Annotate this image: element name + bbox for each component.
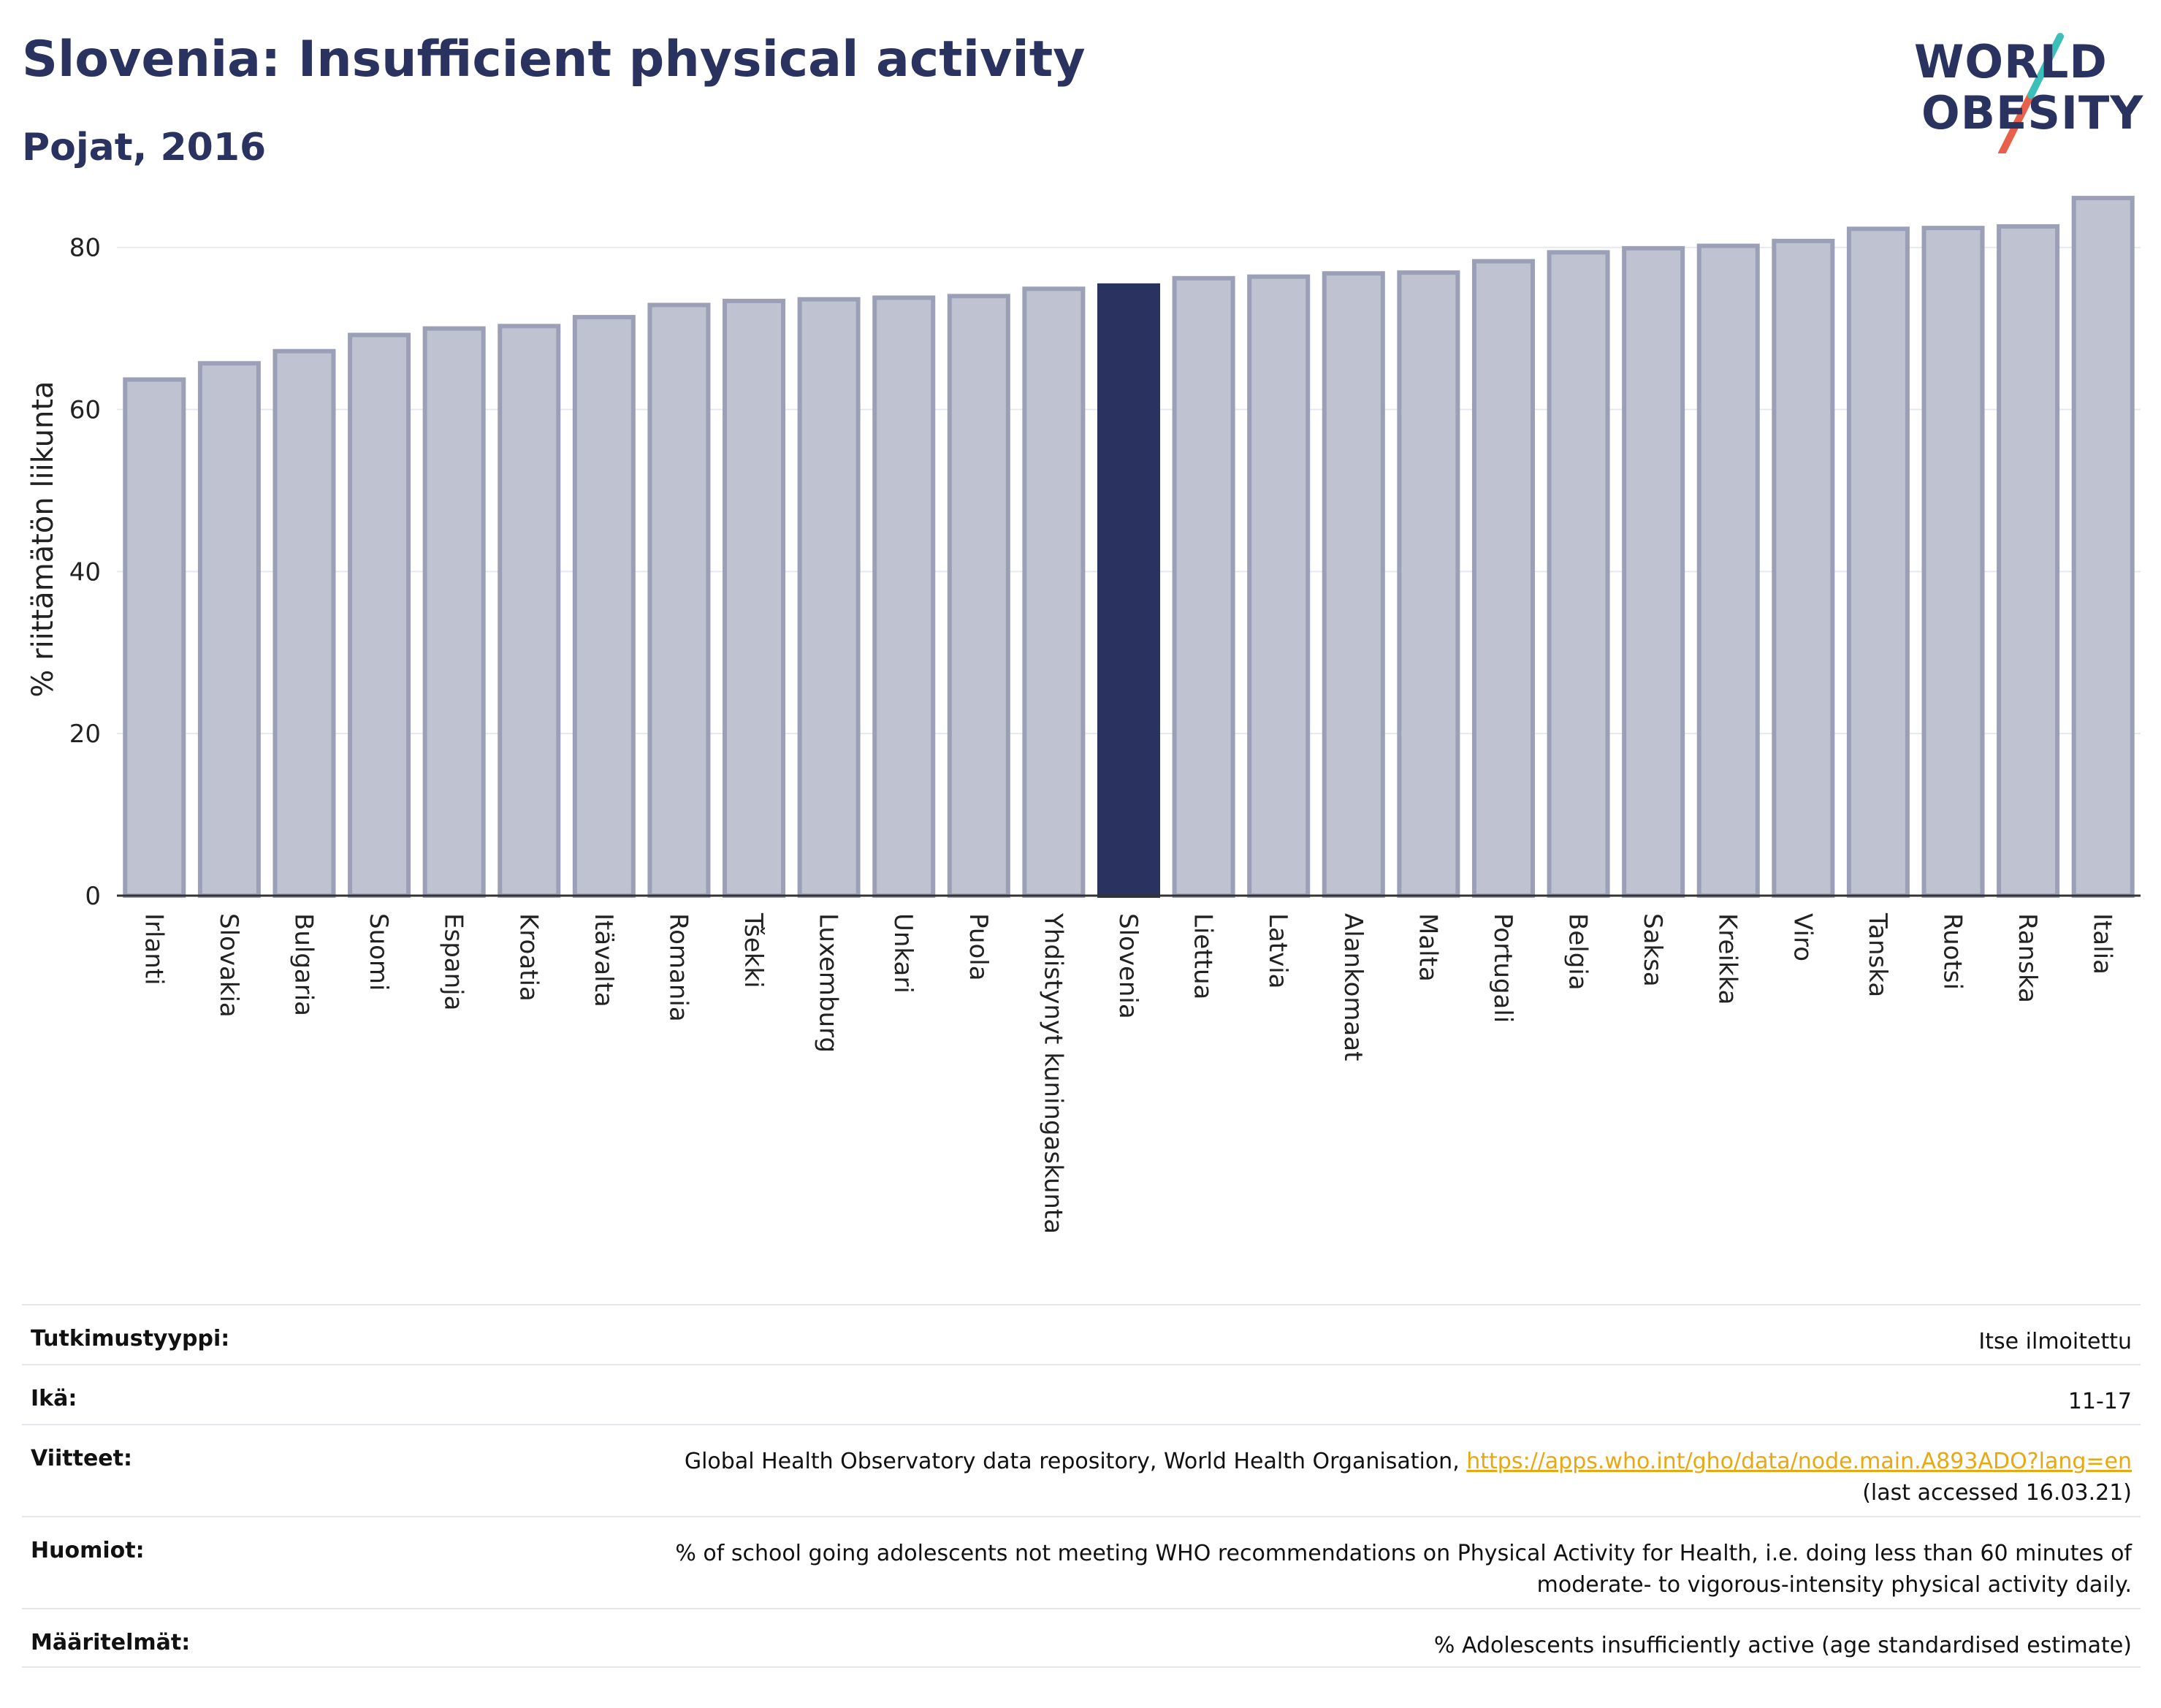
world-obesity-logo: WORLD OBESITY: [1899, 22, 2144, 153]
bar: [1022, 286, 1086, 899]
x-tick-label: Luxemburg: [814, 913, 843, 1053]
bar: [498, 324, 561, 899]
bar: [947, 294, 1010, 899]
bar: [1547, 250, 1610, 898]
bar: [197, 361, 261, 898]
info-label: Määritelmät:: [31, 1630, 191, 1655]
bar: [272, 348, 336, 898]
reference-accessed: (last accessed 16.03.21): [1862, 1480, 2132, 1506]
bar: [872, 295, 936, 898]
bar: [1471, 259, 1535, 898]
x-tick-label: Ruotsi: [1938, 913, 1967, 990]
bar: [797, 297, 861, 898]
y-tick-label: 20: [69, 720, 101, 749]
bar: [647, 302, 711, 899]
bar: [2071, 196, 2135, 898]
x-tick-label: Kroatia: [514, 913, 543, 1002]
info-value: Itse ilmoitettu: [1978, 1329, 2132, 1354]
bar: [1622, 245, 1685, 898]
x-tick-label: Bulgaria: [289, 913, 318, 1016]
info-row-definitions: Määritelmät: % Adolescents insufficientl…: [22, 1608, 2141, 1668]
reference-link[interactable]: https://apps.who.int/gho/data/node.main.…: [1466, 1449, 2132, 1474]
info-row-references: Viitteet: Global Health Observatory data…: [22, 1424, 2141, 1516]
info-label: Tutkimustyyppi:: [31, 1326, 230, 1351]
reference-text: Global Health Observatory data repositor…: [684, 1449, 1467, 1474]
info-label: Ikä:: [31, 1386, 77, 1411]
x-tick-label: Suomi: [364, 913, 393, 991]
bar: [1772, 238, 1835, 898]
bar: [723, 298, 786, 899]
y-tick-label: 40: [69, 557, 101, 587]
x-tick-label: Slovenia: [1113, 913, 1143, 1019]
x-tick-label: Tanska: [1863, 912, 1892, 997]
bar-highlighted: [1097, 283, 1161, 898]
x-tick-label: Kreikka: [1713, 913, 1742, 1005]
y-axis-ticks: 0 20 40 60 80: [69, 234, 101, 911]
x-tick-label: Espanja: [439, 913, 468, 1010]
bars: [123, 196, 2135, 899]
bar: [1696, 243, 1760, 898]
info-label: Huomiot:: [31, 1538, 145, 1563]
bar-chart: 0 20 40 60 80 Irlanti Slovakia Bulgaria Suomi Es…: [26, 196, 2141, 1234]
x-tick-label: Saksa: [1638, 913, 1667, 987]
x-tick-label: Liettua: [1189, 913, 1218, 999]
x-tick-label: Yhdistynyt kuningaskunta: [1038, 912, 1067, 1234]
bar: [123, 377, 186, 898]
x-tick-label: Slovakia: [214, 913, 243, 1018]
bar: [1846, 226, 1910, 898]
info-row-notes: Huomiot: % of school going adolescents n…: [22, 1516, 2141, 1608]
chart-title: Slovenia: Insufficient physical activity: [22, 31, 1086, 88]
info-value: Global Health Observatory data repositor…: [685, 1446, 2132, 1509]
x-tick-label: Malta: [1413, 913, 1442, 982]
bar: [1172, 275, 1235, 898]
info-row-age: Ikä: 11-17: [22, 1364, 2141, 1424]
x-tick-label: Belgia: [1563, 913, 1593, 991]
info-table: Tutkimustyyppi: Itse ilmoitettu Ikä: 11-…: [22, 1304, 2141, 1668]
logo-text-world: WORLD: [1914, 35, 2108, 88]
info-row-study-type: Tutkimustyyppi: Itse ilmoitettu: [22, 1304, 2141, 1364]
x-tick-label: Portugali: [1488, 913, 1517, 1023]
bar: [1397, 270, 1460, 899]
y-tick-label: 80: [69, 234, 101, 263]
bar: [348, 332, 411, 898]
y-axis-label: % riittämätön liikunta: [26, 381, 60, 697]
bar: [1322, 271, 1385, 898]
x-tick-label: Ranska: [2013, 913, 2042, 1003]
x-tick-label: Unkari: [888, 913, 918, 994]
info-value: % Adolescents insufficiently active (age…: [1433, 1633, 2132, 1658]
info-value: % of school going adolescents not meetin…: [675, 1541, 2132, 1598]
logo-text-obesity: OBESITY: [1921, 86, 2144, 140]
x-tick-label: Italia: [2088, 913, 2117, 975]
x-tick-label: Latvia: [1263, 913, 1292, 989]
x-tick-label: Alankomaat: [1338, 913, 1368, 1061]
info-value: 11-17: [2067, 1389, 2132, 1414]
bar: [572, 315, 636, 899]
bar: [1997, 224, 2060, 898]
x-tick-label: Puola: [964, 913, 993, 981]
x-tick-label: Romania: [663, 913, 693, 1022]
x-tick-label: Tšekki: [739, 912, 768, 988]
info-label: Viitteet:: [31, 1446, 132, 1471]
x-tick-label: Irlanti: [139, 913, 168, 985]
x-tick-label: Viro: [1788, 913, 1817, 961]
chart-subtitle: Pojat, 2016: [22, 126, 267, 169]
bar: [1247, 274, 1311, 898]
bar: [1921, 226, 1985, 899]
y-tick-label: 0: [85, 882, 101, 911]
logo-slash-icon: [1998, 33, 2064, 153]
y-tick-label: 60: [69, 396, 101, 425]
x-tick-label: Itävalta: [589, 913, 618, 1007]
bar: [422, 326, 486, 899]
x-axis-ticks: Irlanti Slovakia Bulgaria Suomi Espanja Kroat…: [117, 894, 2141, 1234]
